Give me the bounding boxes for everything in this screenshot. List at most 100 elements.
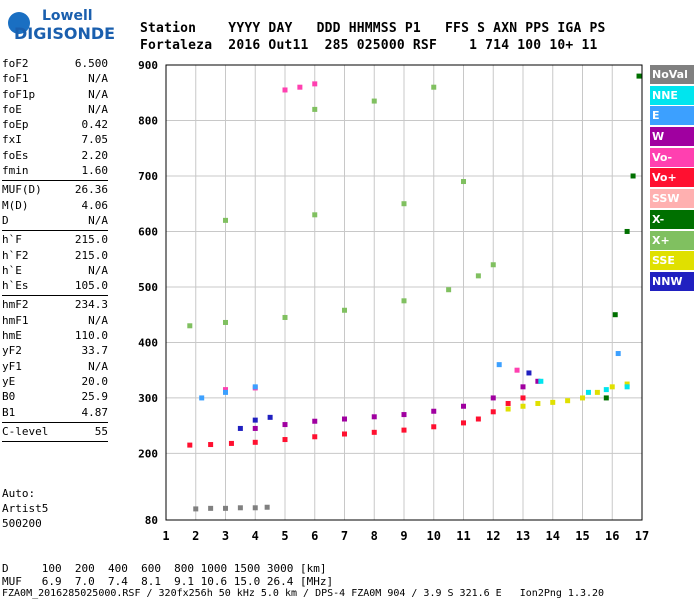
param-label: fmin bbox=[2, 164, 29, 178]
y-tick-label: 600 bbox=[138, 225, 158, 238]
param-label: foF2 bbox=[2, 57, 29, 70]
data-point bbox=[252, 417, 258, 423]
param-value: N/A bbox=[88, 313, 108, 327]
param-label: B0 bbox=[2, 390, 16, 404]
legend-item: SSE bbox=[650, 251, 694, 271]
data-point bbox=[282, 87, 288, 93]
auto-code: 500200 bbox=[2, 517, 42, 530]
data-point bbox=[252, 384, 258, 390]
data-point bbox=[505, 406, 511, 412]
y-tick-label: 300 bbox=[138, 392, 158, 405]
data-point bbox=[490, 409, 496, 415]
data-point bbox=[520, 395, 526, 401]
data-point bbox=[282, 437, 288, 443]
data-point bbox=[252, 425, 258, 431]
data-point bbox=[630, 173, 636, 179]
data-point bbox=[594, 389, 600, 395]
data-point bbox=[228, 440, 234, 446]
y-tick-label: 900 bbox=[138, 59, 158, 72]
data-point bbox=[615, 351, 621, 357]
data-point bbox=[223, 387, 228, 393]
param-label: foEp bbox=[2, 118, 29, 132]
data-point bbox=[312, 81, 318, 87]
legend-item: X+ bbox=[650, 230, 694, 250]
param-value: 4.06 bbox=[81, 198, 109, 212]
data-point bbox=[490, 395, 496, 401]
param-row: foF2 6.500 bbox=[2, 57, 108, 72]
x-tick-label: 7 bbox=[341, 529, 348, 543]
param-value: N/A bbox=[88, 359, 108, 373]
param-label: foEs bbox=[2, 148, 29, 162]
x-tick-label: 4 bbox=[252, 529, 259, 543]
x-tick-label: 16 bbox=[605, 529, 619, 543]
data-point bbox=[461, 403, 466, 409]
y-tick-label: 400 bbox=[138, 336, 158, 349]
data-point bbox=[603, 387, 609, 393]
data-point bbox=[475, 273, 481, 279]
param-label: foF1p bbox=[2, 87, 36, 101]
param-row: D N/A bbox=[2, 214, 108, 229]
data-point bbox=[187, 442, 193, 448]
param-value: 215.0 bbox=[74, 233, 108, 247]
x-tick-label: 12 bbox=[486, 529, 500, 543]
data-point bbox=[342, 431, 347, 437]
param-value: 6.500 bbox=[74, 57, 108, 70]
logo-line1: Lowell bbox=[42, 8, 93, 24]
y-tick-label: 500 bbox=[138, 281, 158, 294]
data-point bbox=[526, 370, 532, 376]
param-row: h`E N/A bbox=[2, 264, 108, 279]
param-value: 33.7 bbox=[81, 344, 109, 358]
x-tick-label: 10 bbox=[427, 529, 441, 543]
param-row: foF1 N/A bbox=[2, 72, 108, 87]
data-point bbox=[264, 504, 270, 510]
legend-item: SSW bbox=[650, 189, 694, 209]
data-point bbox=[496, 362, 502, 368]
header-row-labels: Station YYYY DAY DDD HHMMSS P1 FFS S AXN… bbox=[140, 21, 606, 36]
data-point bbox=[475, 416, 481, 422]
param-label: fxI bbox=[2, 133, 22, 147]
param-label: MUF(D) bbox=[2, 183, 42, 197]
param-row: foE N/A bbox=[2, 103, 108, 118]
param-row: B1 4.87 bbox=[2, 406, 108, 421]
param-value: 2.20 bbox=[81, 148, 109, 162]
param-label: yF1 bbox=[2, 359, 22, 373]
data-point bbox=[208, 442, 214, 448]
param-row: foEp 0.42 bbox=[2, 118, 108, 133]
param-row: hmE 110.0 bbox=[2, 329, 108, 344]
param-label: C-level bbox=[2, 424, 49, 438]
data-point bbox=[624, 228, 630, 234]
data-point bbox=[282, 314, 288, 320]
param-value: 215.0 bbox=[74, 248, 108, 262]
data-point bbox=[282, 422, 288, 428]
data-point bbox=[252, 439, 258, 445]
param-label: D bbox=[2, 213, 9, 227]
param-row: h`Es 105.0 bbox=[2, 279, 108, 294]
param-value: 1.60 bbox=[81, 164, 109, 178]
param-value: N/A bbox=[88, 72, 108, 86]
data-point bbox=[193, 506, 199, 512]
param-separator bbox=[2, 180, 108, 182]
param-value: 25.9 bbox=[81, 390, 109, 404]
data-point bbox=[538, 378, 544, 384]
parameter-panel: foF2 6.500 foF1 N/A foF1p N/A foE N/A foEp 0.42 fx… bbox=[2, 57, 108, 444]
data-point bbox=[223, 319, 228, 325]
param-label: foE bbox=[2, 102, 22, 116]
y-tick-label: 700 bbox=[138, 170, 158, 183]
param-label: h`E bbox=[2, 263, 22, 277]
param-label: h`F2 bbox=[2, 248, 29, 262]
footer-distance-row: D 100 200 400 600 800 1000 1500 3000 [km… bbox=[2, 562, 327, 575]
y-tick-label: 800 bbox=[138, 114, 158, 127]
param-label: yF2 bbox=[2, 344, 22, 358]
param-row: fmin 1.60 bbox=[2, 164, 108, 179]
param-label: hmF1 bbox=[2, 313, 29, 327]
param-label: hmE bbox=[2, 329, 22, 343]
data-point bbox=[535, 400, 541, 406]
data-point bbox=[312, 106, 318, 112]
data-point bbox=[431, 84, 437, 90]
param-value: N/A bbox=[88, 213, 108, 227]
param-value: N/A bbox=[88, 102, 108, 116]
param-value: N/A bbox=[88, 87, 108, 101]
x-tick-label: 1 bbox=[162, 529, 169, 543]
data-point bbox=[371, 414, 377, 420]
data-point bbox=[461, 420, 466, 426]
